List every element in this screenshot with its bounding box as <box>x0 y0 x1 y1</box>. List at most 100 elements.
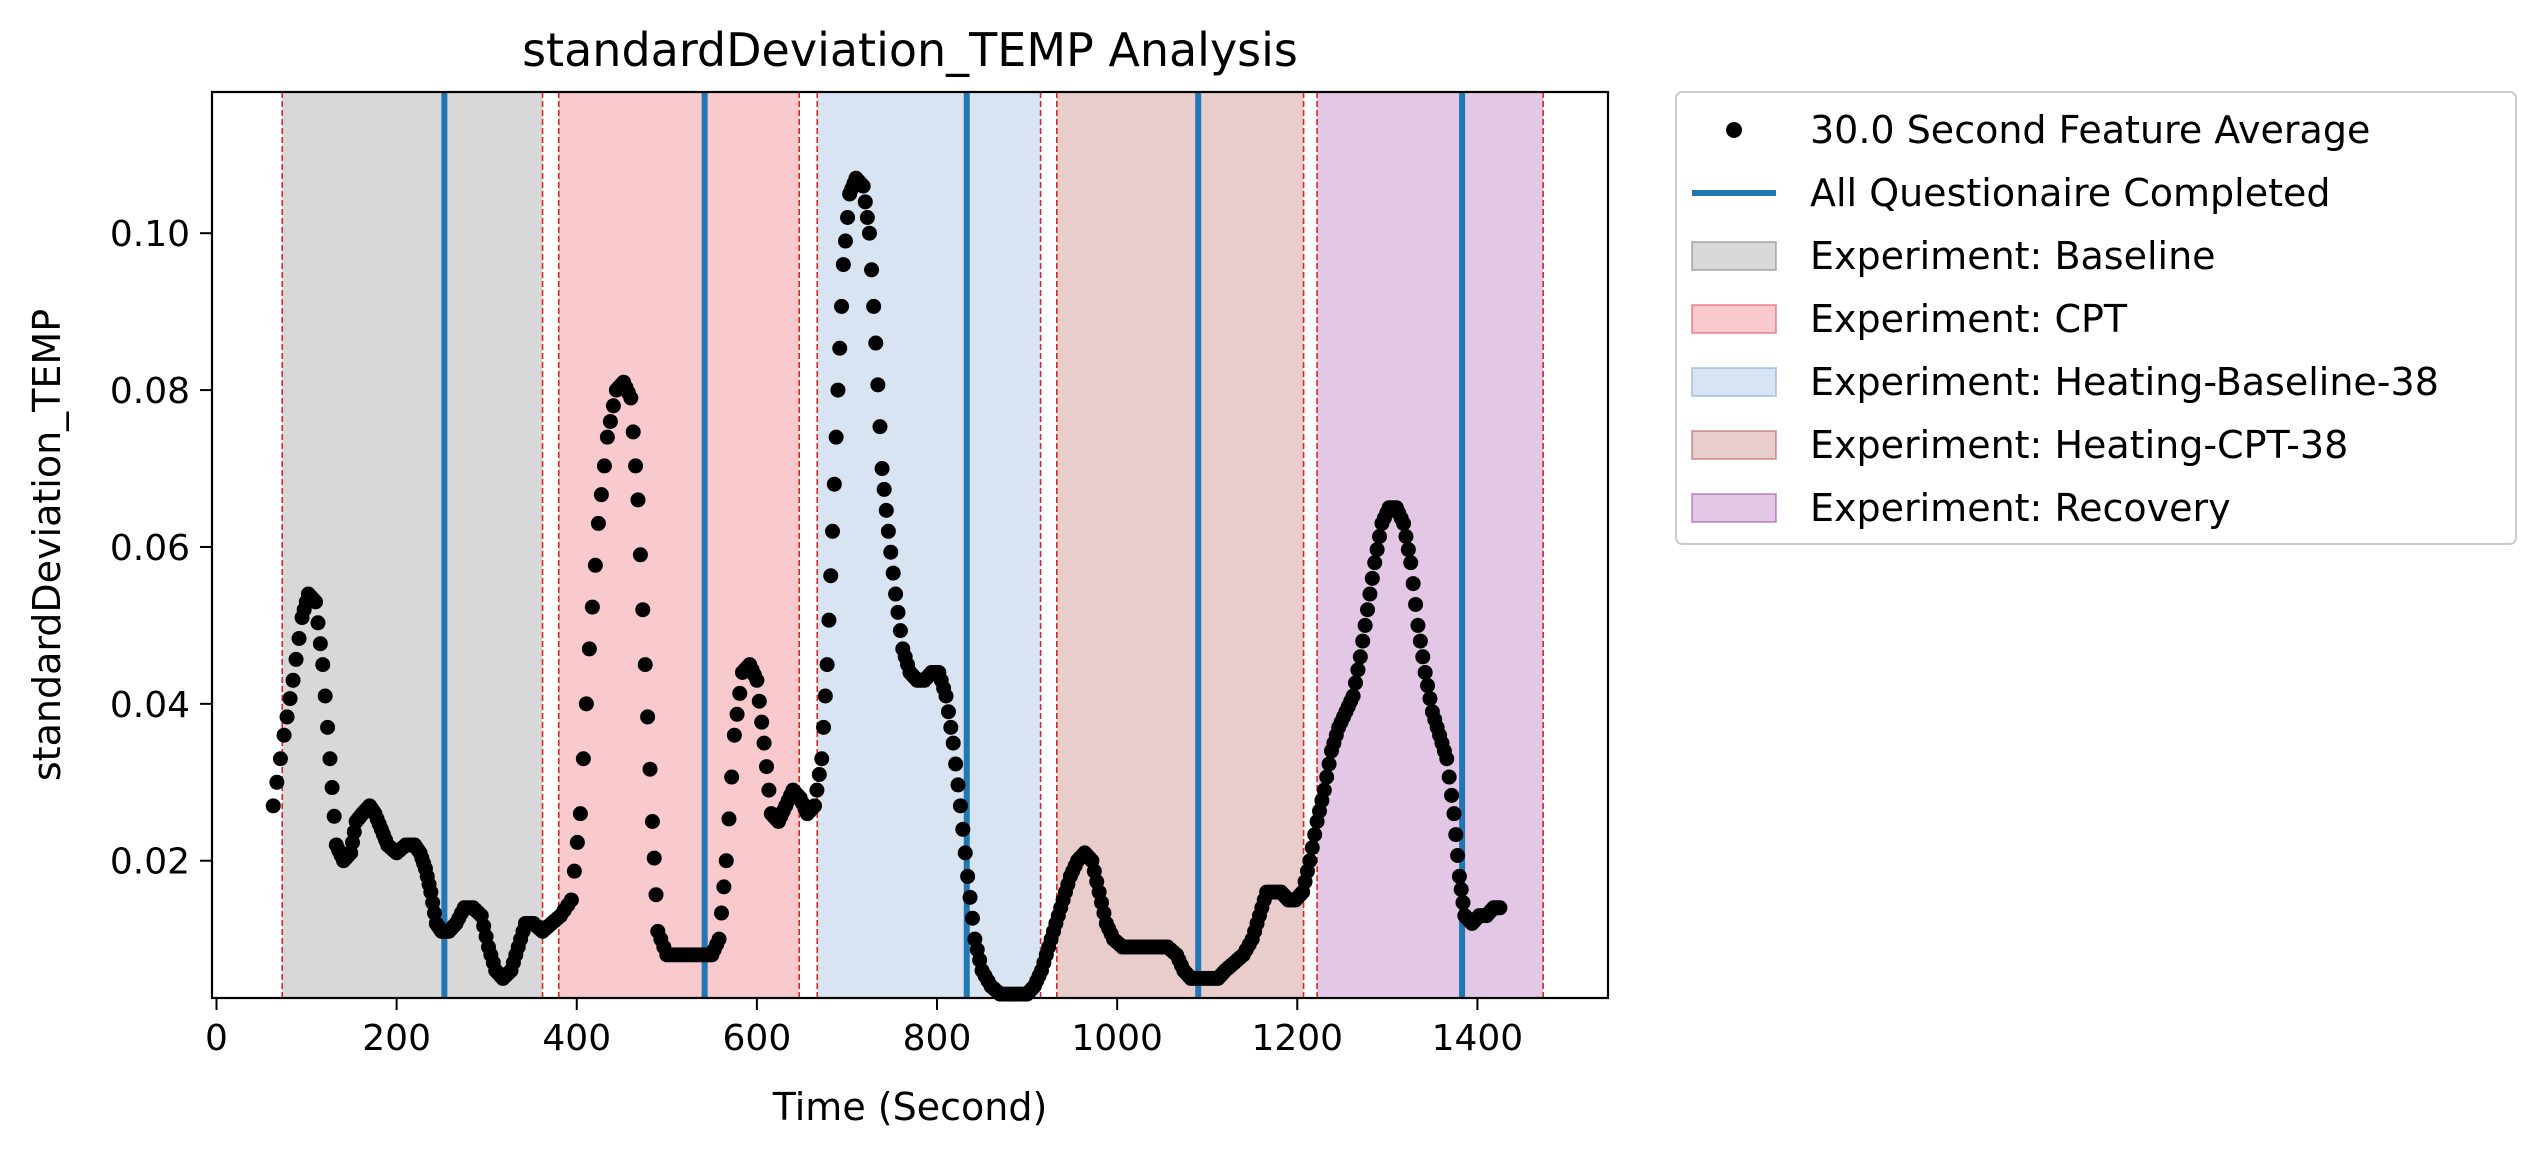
data-point-278 <box>948 756 964 772</box>
data-point-2 <box>269 774 285 790</box>
data-point-458 <box>1412 633 1428 649</box>
data-point-244 <box>868 335 884 351</box>
data-point-20 <box>317 688 333 704</box>
data-point-280 <box>952 798 968 814</box>
data-point-413 <box>1304 840 1320 856</box>
data-point-223 <box>825 523 841 539</box>
axes-frame <box>210 90 1610 1000</box>
legend-items: 30.0 Second Feature Average All Questiona… <box>1691 108 2439 530</box>
data-point-216 <box>811 766 827 782</box>
data-point-437 <box>1362 586 1378 602</box>
data-point-250 <box>880 523 896 539</box>
legend-label-2: All Questionaire Completed <box>1810 171 2331 215</box>
data-point-123 <box>569 834 585 850</box>
data-point-477 <box>1455 895 1471 911</box>
y-axis-ticks: 0.02 0.04 0.06 0.08 0.10 <box>110 214 212 883</box>
data-point-131 <box>593 487 609 503</box>
data-point-238 <box>855 178 871 194</box>
y-tick-label: 0.02 <box>110 842 190 883</box>
data-point-175 <box>711 931 727 947</box>
phase-band-5 <box>1317 92 1544 998</box>
data-point-121 <box>563 892 579 908</box>
data-point-469 <box>1439 751 1455 767</box>
data-point-17 <box>310 615 326 631</box>
data-points <box>265 170 1508 1002</box>
y-tick-label: 0.04 <box>110 685 190 726</box>
data-point-214 <box>807 798 823 814</box>
data-point-24 <box>326 808 342 824</box>
data-point-457 <box>1410 617 1426 633</box>
data-point-132 <box>596 458 612 474</box>
data-point-456 <box>1408 596 1424 612</box>
data-point-9 <box>291 630 307 646</box>
data-point-243 <box>866 298 882 314</box>
data-point-419 <box>1319 769 1335 785</box>
data-point-248 <box>876 481 892 497</box>
data-point-177 <box>716 879 732 895</box>
y-axis-label: standardDeviation_TEMP <box>25 309 69 781</box>
data-point-282 <box>957 845 973 861</box>
chart-title: standardDeviation_TEMP Analysis <box>522 23 1298 77</box>
data-point-149 <box>640 709 656 725</box>
data-point-217 <box>814 751 830 767</box>
data-point-418 <box>1316 782 1332 798</box>
data-point-472 <box>1446 806 1462 822</box>
data-point-241 <box>861 225 877 241</box>
data-point-176 <box>713 905 729 921</box>
data-point-23 <box>324 780 340 796</box>
data-point-414 <box>1307 827 1323 843</box>
data-point-470 <box>1441 769 1457 785</box>
x-axis-ticks: 0 200 400 600 800 1000 1200 1400 <box>205 998 1523 1059</box>
data-point-3 <box>272 751 288 767</box>
legend-patch-3 <box>1691 241 1777 271</box>
data-point-249 <box>878 502 894 518</box>
data-point-439 <box>1367 555 1383 571</box>
data-point-441 <box>1372 529 1388 545</box>
y-tick-label: 0.10 <box>110 214 190 255</box>
data-point-183 <box>732 685 748 701</box>
data-point-193 <box>756 735 772 751</box>
data-point-16 <box>308 594 324 610</box>
data-point-254 <box>890 604 906 620</box>
data-point-218 <box>816 719 832 735</box>
phase-boundary-lines <box>281 92 1544 998</box>
data-point-152 <box>646 850 662 866</box>
data-point-191 <box>751 693 767 709</box>
phase-band-4 <box>1056 92 1304 998</box>
data-point-461 <box>1420 678 1436 694</box>
data-point-21 <box>320 719 336 735</box>
phase-band-2 <box>558 92 800 998</box>
data-point-225 <box>828 429 844 445</box>
legend-label-4: Experiment: CPT <box>1810 297 2128 341</box>
data-point-253 <box>888 586 904 602</box>
data-point-146 <box>632 547 648 563</box>
data-point-277 <box>945 735 961 751</box>
phase-band-1 <box>282 92 543 998</box>
legend-label-7: Experiment: Recovery <box>1810 486 2231 530</box>
data-point-459 <box>1415 649 1431 665</box>
data-point-153 <box>648 887 664 903</box>
data-point-227 <box>832 340 848 356</box>
data-point-142 <box>623 390 639 406</box>
data-point-1 <box>265 798 281 814</box>
data-point-239 <box>857 194 873 210</box>
data-point-221 <box>821 612 837 628</box>
data-point-22 <box>322 751 338 767</box>
data-point-435 <box>1357 617 1373 633</box>
legend-patch-5 <box>1691 367 1777 397</box>
data-point-181 <box>726 727 742 743</box>
data-point-283 <box>960 868 976 884</box>
legend-patch-7 <box>1691 493 1777 523</box>
data-point-230 <box>837 233 853 249</box>
data-point-125 <box>575 751 591 767</box>
data-point-245 <box>870 377 886 393</box>
data-point-143 <box>625 424 641 440</box>
data-point-455 <box>1405 576 1421 592</box>
legend-label-1: 30.0 Second Feature Average <box>1810 108 2370 152</box>
data-point-127 <box>581 641 597 657</box>
data-point-412 <box>1302 853 1318 869</box>
questionnaire-lines <box>441 92 1466 998</box>
data-point-493 <box>1492 900 1508 916</box>
x-tick-label: 800 <box>903 1018 972 1059</box>
data-point-180 <box>724 769 740 785</box>
